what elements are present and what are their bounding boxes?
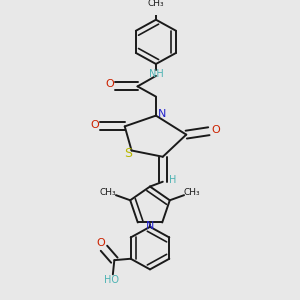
Text: N: N [158, 109, 167, 119]
Text: N: N [146, 221, 154, 231]
Text: O: O [211, 125, 220, 135]
Text: CH₃: CH₃ [184, 188, 200, 197]
Text: CH₃: CH₃ [100, 188, 116, 197]
Text: O: O [97, 238, 105, 248]
Text: S: S [124, 147, 132, 160]
Text: HO: HO [104, 275, 119, 285]
Text: O: O [91, 120, 99, 130]
Text: NH: NH [148, 69, 163, 79]
Text: CH₃: CH₃ [148, 0, 164, 8]
Text: H: H [169, 175, 177, 185]
Text: O: O [105, 80, 114, 89]
